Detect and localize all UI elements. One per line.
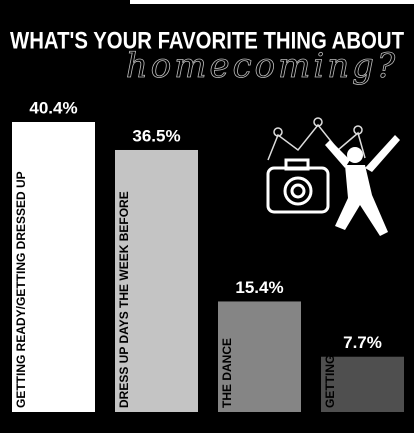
dancer-icon [325,135,400,236]
category-label: THE DANCE [220,338,234,408]
top-rule [130,0,414,4]
category-label: GETTING READY/GETTING DRESSED UP [14,171,28,408]
category-label: GETTING PICTURES [323,291,337,408]
bar [12,122,95,412]
value-label: 40.4% [29,98,77,117]
camera-icon [266,158,330,214]
chart-subtitle: homecoming? [126,46,398,86]
bar [321,356,404,412]
category-label: DRESS UP DAYS THE WEEK BEFORE [117,191,131,408]
value-label: 7.7% [343,333,382,352]
chart-title: WHAT'S YOUR FAVORITE THING ABOUT [10,27,404,54]
bar [218,301,301,412]
bar [115,149,198,412]
crown-icon [267,117,366,161]
value-label: 15.4% [235,278,283,297]
value-label: 36.5% [132,126,180,145]
